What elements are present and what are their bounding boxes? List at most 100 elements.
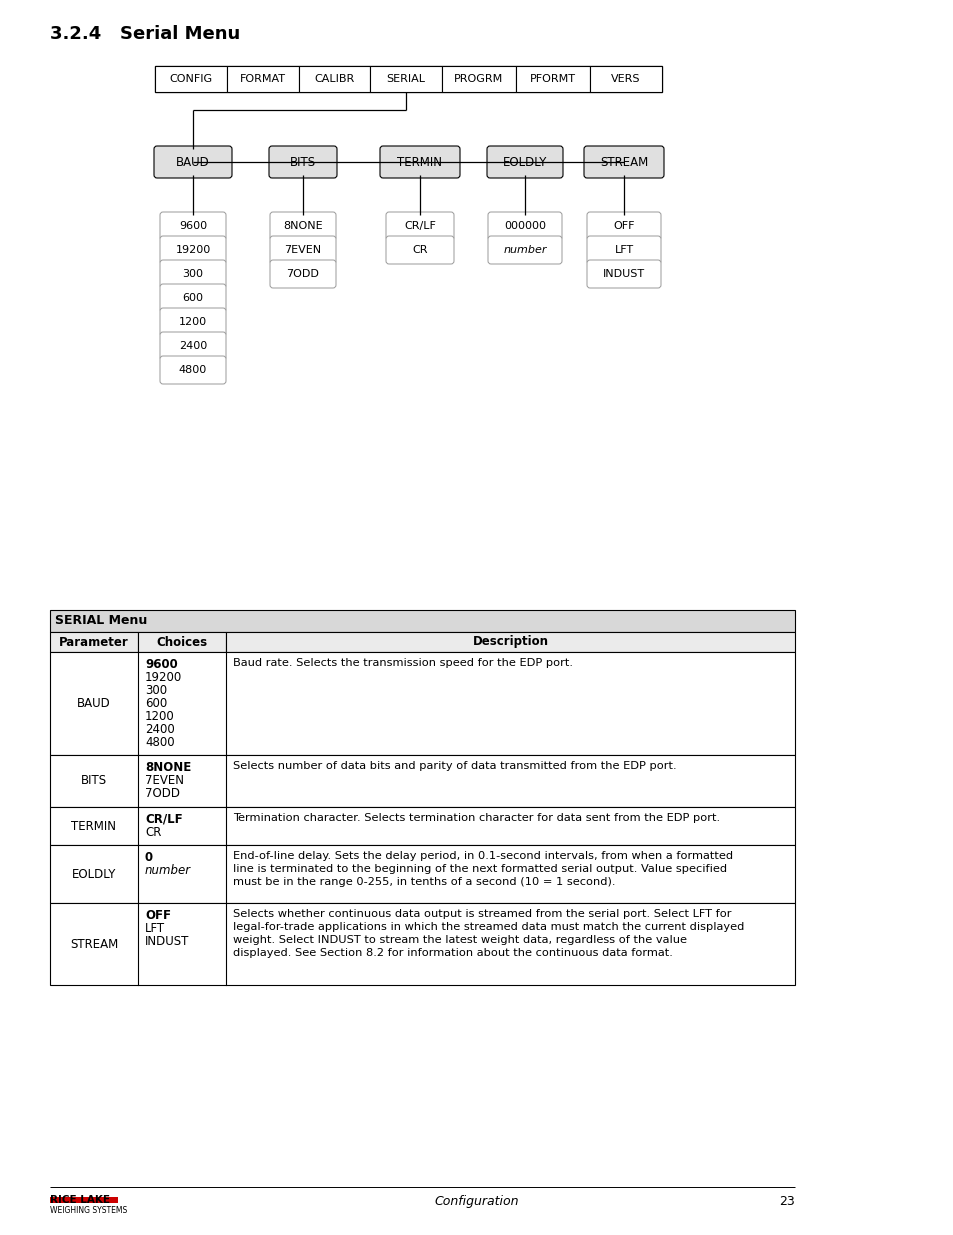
FancyBboxPatch shape bbox=[379, 146, 459, 178]
FancyBboxPatch shape bbox=[270, 236, 335, 264]
FancyBboxPatch shape bbox=[160, 236, 226, 264]
Text: CR: CR bbox=[412, 245, 427, 254]
Text: EOLDLY: EOLDLY bbox=[71, 867, 116, 881]
Text: OFF: OFF bbox=[613, 221, 634, 231]
Text: BAUD: BAUD bbox=[77, 697, 111, 710]
Text: BAUD: BAUD bbox=[176, 156, 210, 168]
Bar bbox=[50, 903, 794, 986]
Text: CR/LF: CR/LF bbox=[404, 221, 436, 231]
Bar bbox=[227, 65, 298, 91]
FancyBboxPatch shape bbox=[160, 356, 226, 384]
FancyBboxPatch shape bbox=[160, 261, 226, 288]
Text: 600: 600 bbox=[145, 697, 167, 710]
FancyBboxPatch shape bbox=[386, 212, 454, 240]
Text: number: number bbox=[503, 245, 546, 254]
Text: 600: 600 bbox=[182, 293, 203, 303]
Text: 300: 300 bbox=[145, 684, 167, 697]
FancyBboxPatch shape bbox=[583, 146, 663, 178]
Text: STREAM: STREAM bbox=[599, 156, 647, 168]
FancyBboxPatch shape bbox=[386, 236, 454, 264]
Bar bbox=[154, 65, 227, 91]
Text: BITS: BITS bbox=[81, 774, 107, 788]
Text: LFT: LFT bbox=[614, 245, 633, 254]
Text: FORMAT: FORMAT bbox=[240, 74, 286, 84]
Text: 7EVEN: 7EVEN bbox=[284, 245, 321, 254]
FancyBboxPatch shape bbox=[160, 332, 226, 359]
Text: LFT: LFT bbox=[145, 923, 165, 935]
Text: number: number bbox=[145, 864, 191, 877]
FancyBboxPatch shape bbox=[270, 212, 335, 240]
FancyBboxPatch shape bbox=[586, 212, 660, 240]
Text: 4800: 4800 bbox=[178, 366, 207, 375]
Text: 23: 23 bbox=[779, 1195, 794, 1208]
Text: 7ODD: 7ODD bbox=[145, 787, 180, 800]
Text: SERIAL Menu: SERIAL Menu bbox=[55, 615, 147, 627]
FancyBboxPatch shape bbox=[269, 146, 336, 178]
FancyBboxPatch shape bbox=[160, 308, 226, 336]
Text: 8NONE: 8NONE bbox=[145, 761, 191, 774]
Bar bbox=[50, 806, 794, 845]
FancyBboxPatch shape bbox=[160, 284, 226, 312]
Bar bbox=[138, 632, 226, 652]
Text: must be in the range 0-255, in tenths of a second (10 = 1 second).: must be in the range 0-255, in tenths of… bbox=[233, 877, 615, 887]
Text: INDUST: INDUST bbox=[145, 935, 190, 948]
FancyBboxPatch shape bbox=[586, 261, 660, 288]
Bar bbox=[50, 1197, 118, 1203]
Bar bbox=[50, 652, 794, 755]
Bar bbox=[50, 755, 794, 806]
Text: Description: Description bbox=[472, 636, 548, 648]
FancyBboxPatch shape bbox=[488, 236, 561, 264]
Text: INDUST: INDUST bbox=[602, 269, 644, 279]
Bar bbox=[226, 632, 794, 652]
Text: VERS: VERS bbox=[611, 74, 640, 84]
Text: BITS: BITS bbox=[290, 156, 315, 168]
Text: 300: 300 bbox=[182, 269, 203, 279]
Text: Choices: Choices bbox=[156, 636, 208, 648]
FancyBboxPatch shape bbox=[486, 146, 562, 178]
Text: SERIAL: SERIAL bbox=[386, 74, 425, 84]
Text: 19200: 19200 bbox=[175, 245, 211, 254]
Text: weight. Select INDUST to stream the latest weight data, regardless of the value: weight. Select INDUST to stream the late… bbox=[233, 935, 686, 945]
Bar bbox=[50, 632, 138, 652]
Text: 4800: 4800 bbox=[145, 736, 174, 748]
Bar bbox=[50, 845, 794, 903]
FancyBboxPatch shape bbox=[160, 212, 226, 240]
Text: 3.2.4   Serial Menu: 3.2.4 Serial Menu bbox=[50, 25, 240, 43]
Text: 7EVEN: 7EVEN bbox=[145, 774, 184, 787]
Text: Selects whether continuous data output is streamed from the serial port. Select : Selects whether continuous data output i… bbox=[233, 909, 731, 919]
Text: 7ODD: 7ODD bbox=[286, 269, 319, 279]
Text: PROGRM: PROGRM bbox=[454, 74, 503, 84]
Text: RICE LAKE: RICE LAKE bbox=[50, 1195, 110, 1205]
Text: Selects number of data bits and parity of data transmitted from the EDP port.: Selects number of data bits and parity o… bbox=[233, 761, 676, 771]
Text: 9600: 9600 bbox=[145, 658, 177, 671]
Text: Baud rate. Selects the transmission speed for the EDP port.: Baud rate. Selects the transmission spee… bbox=[233, 658, 573, 668]
Bar bbox=[50, 610, 794, 632]
FancyBboxPatch shape bbox=[586, 236, 660, 264]
Text: 1200: 1200 bbox=[145, 710, 174, 722]
Text: PFORMT: PFORMT bbox=[530, 74, 576, 84]
Text: 2400: 2400 bbox=[178, 341, 207, 351]
Text: 19200: 19200 bbox=[145, 671, 182, 684]
Text: legal-for-trade applications in which the streamed data must match the current d: legal-for-trade applications in which th… bbox=[233, 923, 743, 932]
Text: STREAM: STREAM bbox=[70, 937, 118, 951]
Bar bbox=[589, 65, 661, 91]
Text: EOLDLY: EOLDLY bbox=[502, 156, 547, 168]
Text: 9600: 9600 bbox=[179, 221, 207, 231]
Text: TERMIN: TERMIN bbox=[397, 156, 442, 168]
Text: 2400: 2400 bbox=[145, 722, 174, 736]
Text: CALIBR: CALIBR bbox=[314, 74, 355, 84]
Text: 0: 0 bbox=[145, 851, 153, 864]
Bar bbox=[298, 65, 370, 91]
Text: displayed. See Section 8.2 for information about the continuous data format.: displayed. See Section 8.2 for informati… bbox=[233, 948, 672, 958]
Text: End-of-line delay. Sets the delay period, in 0.1-second intervals, from when a f: End-of-line delay. Sets the delay period… bbox=[233, 851, 732, 861]
Text: OFF: OFF bbox=[145, 909, 171, 923]
Text: CR: CR bbox=[145, 826, 161, 839]
Text: Configuration: Configuration bbox=[435, 1195, 518, 1208]
Text: CR/LF: CR/LF bbox=[145, 813, 182, 826]
Text: 1200: 1200 bbox=[179, 317, 207, 327]
Bar bbox=[516, 65, 589, 91]
Text: Termination character. Selects termination character for data sent from the EDP : Termination character. Selects terminati… bbox=[233, 813, 720, 823]
Bar bbox=[441, 65, 516, 91]
Bar bbox=[154, 65, 661, 91]
Text: Parameter: Parameter bbox=[59, 636, 129, 648]
